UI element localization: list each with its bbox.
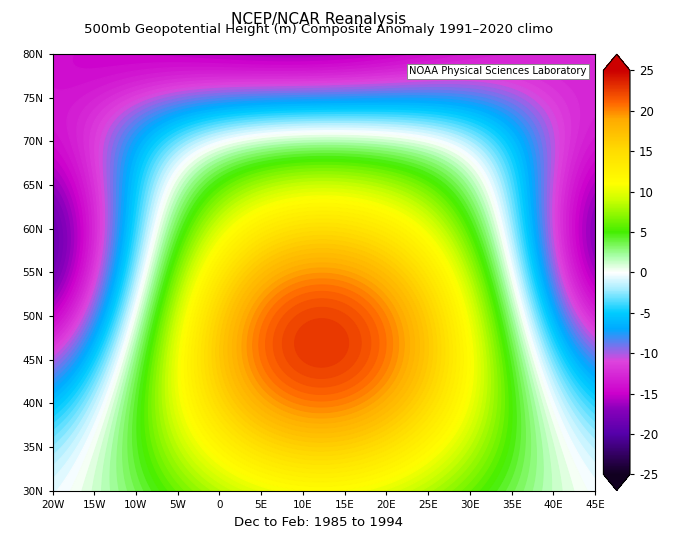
Text: NOAA Physical Sciences Laboratory: NOAA Physical Sciences Laboratory	[410, 67, 587, 76]
PathPatch shape	[603, 474, 630, 491]
Text: 500mb Geopotential Height (m) Composite Anomaly 1991–2020 climo: 500mb Geopotential Height (m) Composite …	[84, 23, 553, 36]
Text: Dec to Feb: 1985 to 1994: Dec to Feb: 1985 to 1994	[234, 516, 403, 529]
PathPatch shape	[603, 54, 630, 70]
Text: NCEP/NCAR Reanalysis: NCEP/NCAR Reanalysis	[231, 12, 406, 27]
